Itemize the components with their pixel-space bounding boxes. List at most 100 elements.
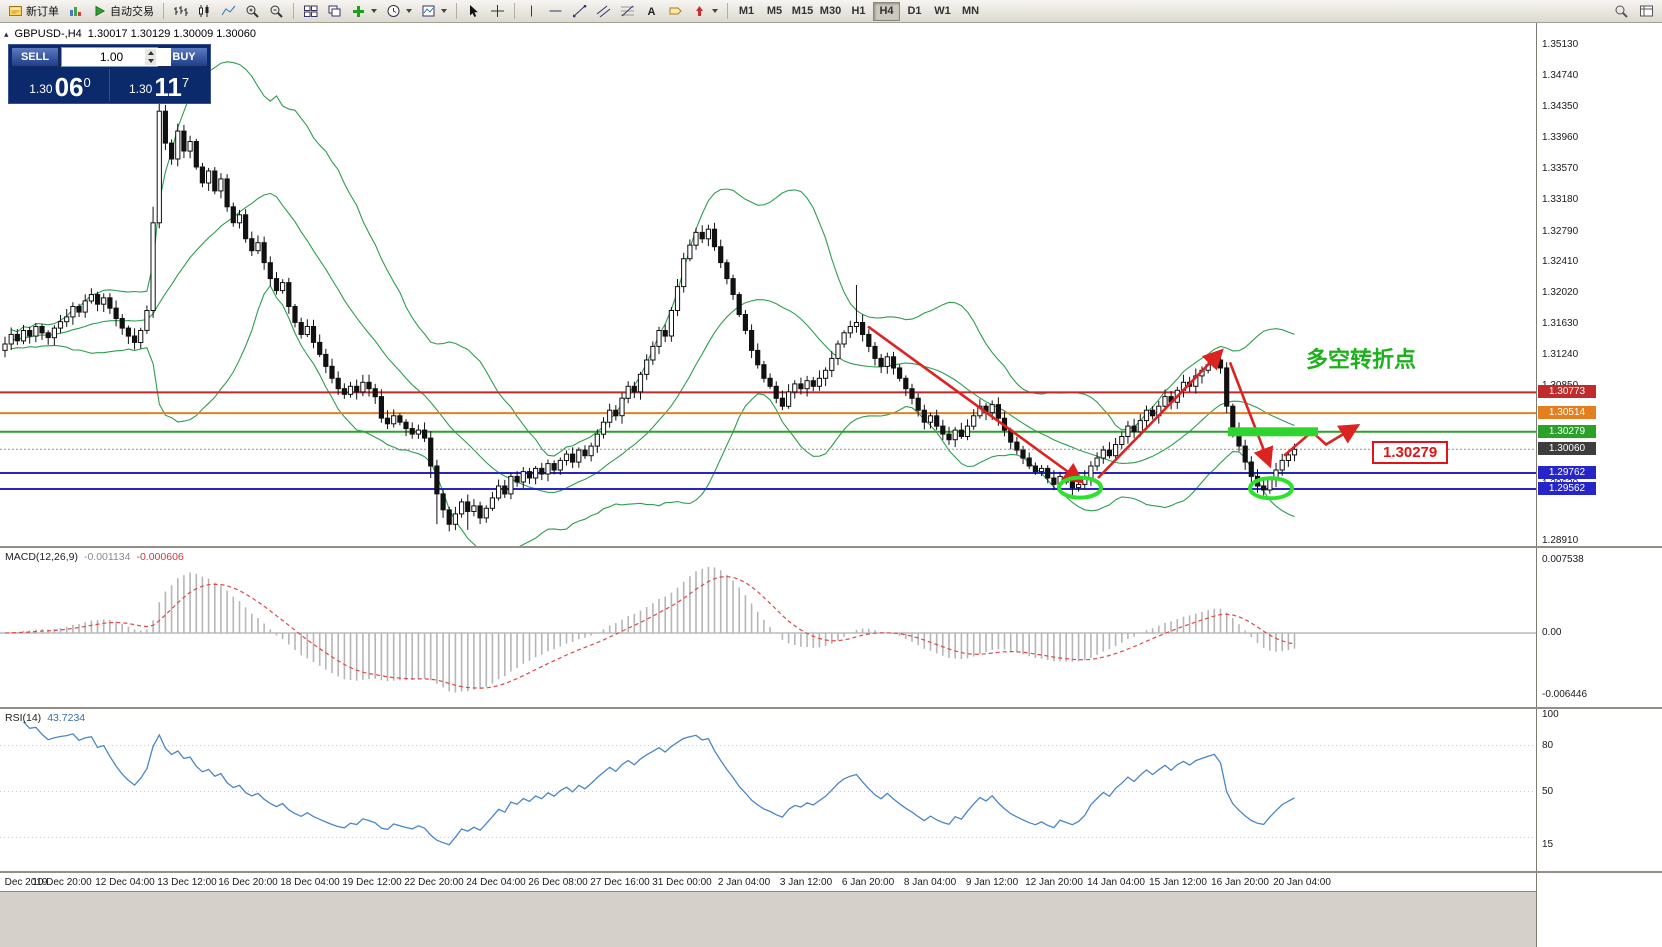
trendline-tool-button[interactable] — [568, 2, 591, 21]
pane-separator[interactable] — [0, 707, 1662, 709]
pane-separator[interactable] — [0, 871, 1662, 873]
price-callout[interactable]: 1.30279 — [1372, 441, 1449, 464]
candlestick-chart-type-button[interactable] — [193, 2, 216, 21]
timeframe-group: M1 M5 M15 M30 H1 H4 D1 W1 MN — [733, 1, 984, 21]
new-order-button[interactable]: 新订单 — [4, 2, 63, 21]
axis-label: 1.33570 — [1542, 163, 1579, 175]
time-axis[interactable]: Dec 2019 10 Dec 20:00 12 Dec 04:00 13 Dec 1… — [0, 873, 1536, 891]
bars-chart-type-icon — [174, 6, 188, 16]
timeframe-m5-button[interactable]: M5 — [761, 2, 788, 21]
search-button[interactable] — [1610, 2, 1633, 21]
volume-up-icon[interactable] — [147, 51, 154, 55]
ohlc-values: 1.30017 1.30129 1.30009 1.30060 — [87, 28, 256, 40]
volume-input[interactable] — [62, 48, 171, 66]
buy-button[interactable]: BUY — [160, 47, 208, 67]
one-click-collapse-arrow[interactable]: ▴ — [4, 28, 9, 39]
text-tool-button[interactable]: A — [640, 2, 663, 21]
quotes-grid-icon — [1640, 5, 1653, 17]
price-badge: 1.30773 — [1538, 385, 1596, 399]
timeframe-h4-button[interactable]: H4 — [873, 1, 900, 21]
chart-title: ▴ GBPUSD-,H4 1.30017 1.30129 1.30009 1.3… — [4, 28, 256, 40]
price-badge: 1.30060 — [1538, 442, 1596, 456]
arrow-shape-icon — [696, 6, 703, 16]
time-label: 14 Jan 04:00 — [1087, 877, 1145, 888]
macd-histogram — [10, 566, 1296, 693]
timeframe-m15-button[interactable]: M15 — [789, 2, 816, 21]
ask-price[interactable]: 1.30 11 7 — [128, 72, 190, 102]
autotrading-button[interactable]: 自动交易 — [88, 2, 158, 21]
timeframe-d1-button[interactable]: D1 — [901, 2, 928, 21]
timeframe-m1-button[interactable]: M1 — [733, 2, 760, 21]
tile-windows-button[interactable] — [299, 2, 322, 21]
price-chart-pane[interactable]: 多空转折点 — [0, 22, 1536, 547]
vertical-line-tool-button[interactable] — [520, 2, 543, 21]
timeframe-m30-button[interactable]: M30 — [817, 2, 844, 21]
new-order-icon — [9, 6, 22, 16]
time-label: 24 Dec 04:00 — [466, 877, 526, 888]
time-label: 27 Dec 16:00 — [590, 877, 650, 888]
candlestick-chart-type-icon — [199, 5, 209, 17]
macd-pane[interactable] — [0, 548, 1536, 708]
axis-label: 1.32020 — [1542, 286, 1579, 298]
crosshair-button[interactable] — [486, 2, 509, 21]
vertical-line-icon — [531, 5, 532, 17]
autotrading-label: 自动交易 — [110, 6, 154, 18]
arrows-tool-button[interactable] — [688, 2, 722, 21]
profiles-button[interactable] — [64, 2, 87, 21]
turning-point-annotation[interactable]: 多空转折点 — [1306, 347, 1416, 372]
trend-arrow[interactable] — [1283, 423, 1361, 457]
time-label: 31 Dec 00:00 — [652, 877, 712, 888]
indicators-button[interactable] — [347, 2, 381, 21]
market-watch-button[interactable] — [1635, 2, 1658, 21]
candlesticks — [2, 99, 1298, 532]
highlight-ellipse[interactable] — [1057, 475, 1103, 500]
zoom-out-button[interactable] — [265, 2, 288, 21]
time-label: 16 Jan 20:00 — [1211, 877, 1269, 888]
channel-tool-button[interactable] — [592, 2, 615, 21]
line-chart-type-button[interactable] — [217, 2, 240, 21]
timeframe-w1-button[interactable]: W1 — [929, 2, 956, 21]
cascade-windows-icon — [328, 5, 341, 17]
volume-spinner[interactable] — [145, 49, 156, 65]
highlight-bar[interactable] — [1228, 427, 1318, 437]
cursor-icon — [470, 5, 478, 17]
highlight-ellipse[interactable] — [1248, 476, 1294, 501]
label-tool-button[interactable] — [664, 2, 687, 21]
autotrading-play-icon — [95, 5, 106, 17]
time-label: 20 Jan 04:00 — [1273, 877, 1331, 888]
dropdown-caret-icon — [371, 9, 377, 13]
axis-label: -0.006446 — [1542, 689, 1588, 701]
toolbar-separator — [456, 3, 457, 19]
fibonacci-tool-button[interactable] — [616, 2, 639, 21]
zoom-in-button[interactable] — [241, 2, 264, 21]
time-label: 6 Jan 20:00 — [841, 877, 895, 888]
trend-arrow[interactable] — [1228, 361, 1274, 469]
volume-down-icon[interactable] — [147, 59, 154, 63]
timeframe-h1-button[interactable]: H1 — [845, 2, 872, 21]
sell-button[interactable]: SELL — [11, 47, 59, 67]
templates-button[interactable] — [417, 2, 451, 21]
rsi-label: RSI(14) 43.7234 — [5, 712, 86, 724]
timeframe-mn-button[interactable]: MN — [957, 2, 984, 21]
axis-label: 50 — [1542, 785, 1554, 797]
horizontal-line-tool-button[interactable] — [544, 2, 567, 21]
cascade-windows-button[interactable] — [323, 2, 346, 21]
axis-label: 1.31630 — [1542, 318, 1579, 330]
toolbar-separator — [163, 3, 164, 19]
cursor-button[interactable] — [462, 2, 485, 21]
time-label: 12 Jan 20:00 — [1025, 877, 1083, 888]
bid-price[interactable]: 1.30 06 0 — [29, 72, 91, 102]
time-label: 15 Jan 12:00 — [1149, 877, 1207, 888]
rsi-pane[interactable] — [0, 709, 1536, 869]
trend-arrow[interactable] — [1097, 348, 1224, 479]
fibonacci-icon — [621, 5, 634, 17]
price-badge: 1.29762 — [1538, 466, 1596, 480]
trend-arrow[interactable] — [867, 325, 1085, 484]
line-chart-type-icon — [221, 5, 236, 16]
periods-button[interactable] — [382, 2, 416, 21]
bars-chart-type-button[interactable] — [169, 2, 192, 21]
price-axis-column[interactable]: 1.35130 1.34740 1.34350 1.33960 1.33570 1.331… — [1536, 22, 1662, 947]
pane-separator[interactable] — [0, 546, 1662, 548]
volume-field — [61, 47, 171, 67]
label-tag-icon — [669, 7, 682, 15]
